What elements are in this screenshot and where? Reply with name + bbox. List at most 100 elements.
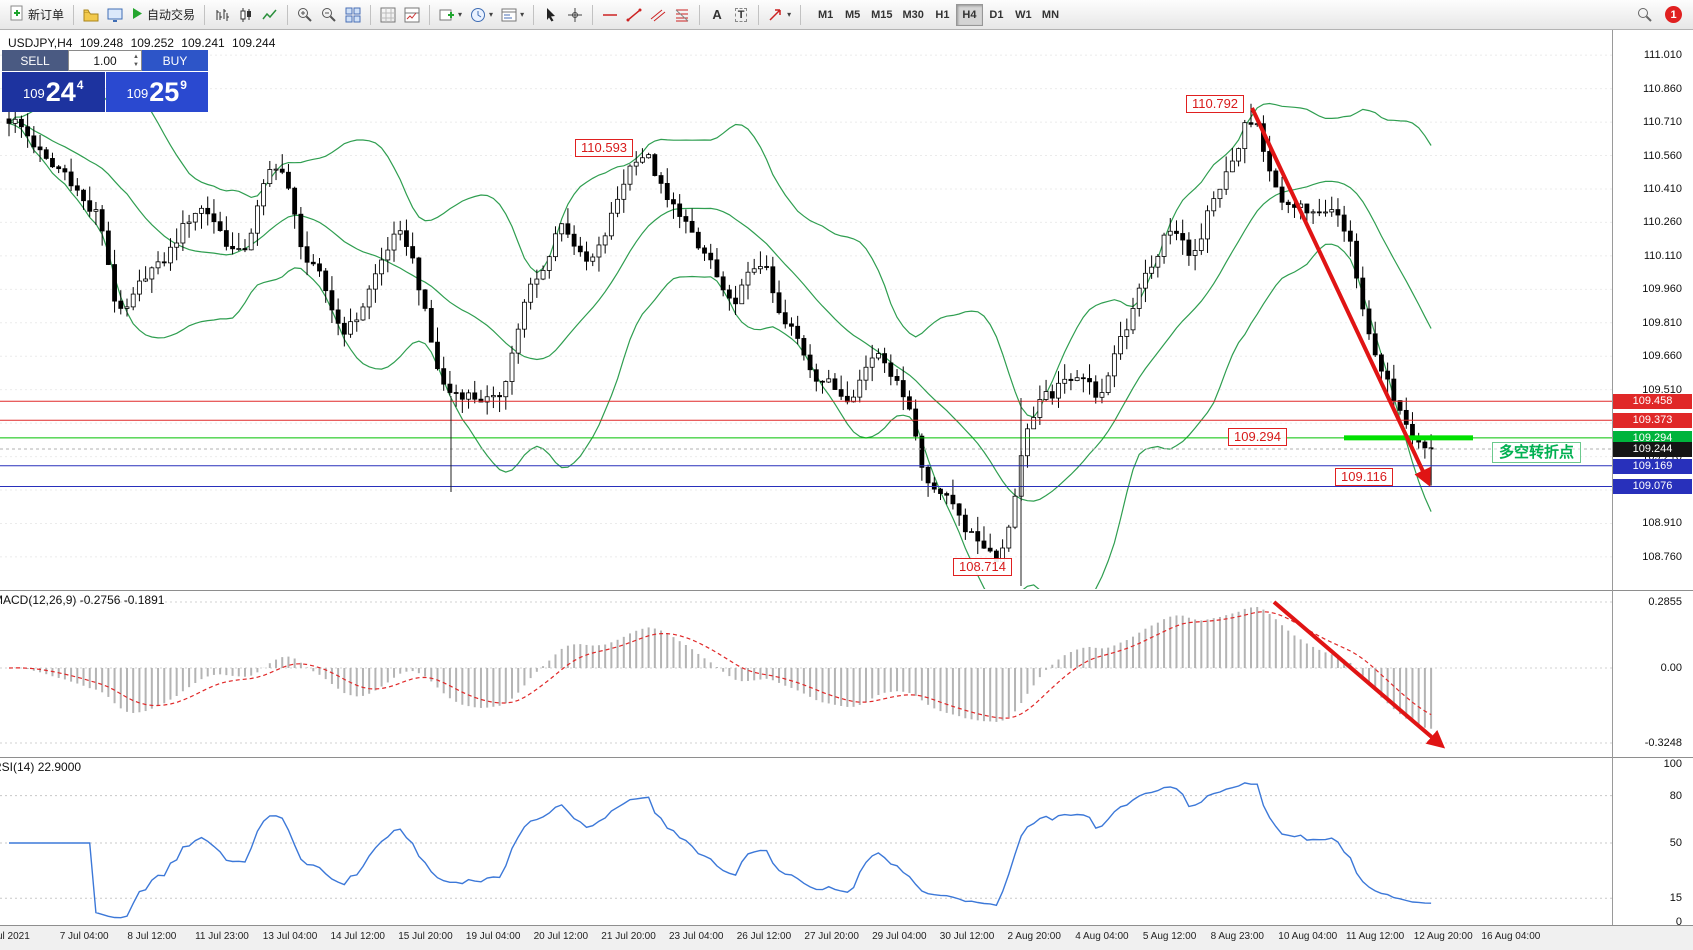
timeframe-H1[interactable]: H1 [935,8,950,21]
sell-button[interactable]: SELL [2,50,68,71]
fibonacci-tool-icon[interactable] [670,3,694,27]
autotrading-button[interactable]: 自动交易 [127,3,199,27]
stepper-up-icon: ▲ [133,54,139,60]
pane-separator-macd[interactable] [0,590,1693,591]
price-annotation-label[interactable]: 108.714 [953,558,1012,576]
crosshair-icon[interactable] [563,3,587,27]
new-order-button[interactable]: 新订单 [5,3,68,27]
time-axis-label: 7 Jul 04:00 [59,931,109,942]
horizontal-line-tool-icon[interactable] [598,3,622,27]
sell-price-button[interactable]: 109 24 4 [2,72,105,112]
text-tool-icon[interactable]: A [712,7,722,22]
volume-input[interactable]: 1.00 ▲ ▼ [68,50,142,71]
toolbar-right-group: 1 [1633,3,1688,27]
chevron-down-icon: ▾ [489,10,494,19]
timeframe-W1[interactable]: W1 [1015,8,1032,21]
add-indicator-dropdown[interactable]: ▾ [435,3,466,27]
zoom-out-icon[interactable] [317,3,341,27]
search-icon[interactable] [1633,3,1657,27]
grid-icon[interactable] [376,3,400,27]
timeframe-M15[interactable]: M15 [871,8,893,21]
channel-tool-icon[interactable] [646,3,670,27]
timeframe-M30[interactable]: M30 [902,8,924,21]
templates-dropdown[interactable]: ▾ [497,3,528,27]
time-axis-strip[interactable] [0,925,1693,950]
cursor-icon[interactable] [539,3,563,27]
time-axis-label: 8 Aug 23:00 [1210,931,1264,942]
macd-signal-line [8,611,1432,719]
trendline-tool-icon[interactable] [622,3,646,27]
timeframe-M1[interactable]: M1 [817,8,834,21]
turning-point-note[interactable]: 多空转折点 [1492,442,1582,463]
volume-stepper[interactable]: ▲ ▼ [133,53,139,69]
time-axis-label: 13 Jul 04:00 [262,931,318,942]
time-axis-label: 14 Jul 12:00 [330,931,386,942]
timeframe-M5[interactable]: M5 [844,8,861,21]
notification-badge[interactable]: 1 [1665,6,1682,23]
chevron-down-icon: ▾ [520,10,525,19]
time-axis-label: 29 Jul 04:00 [872,931,927,942]
tile-windows-icon[interactable] [341,3,365,27]
periods-dropdown[interactable]: ▾ [466,3,497,27]
price-annotation-label[interactable]: 109.116 [1335,468,1394,486]
text-label-tool-icon[interactable]: T [729,3,753,27]
pane-separator-rsi[interactable] [0,757,1693,758]
buy-price-point: 9 [180,78,187,92]
timeframe-H4[interactable]: H4 [955,3,983,26]
rsi-line [9,782,1432,919]
time-axis-label: 2 Aug 20:00 [1007,931,1061,942]
candlestick-chart-icon[interactable] [234,3,258,27]
macd-axis-label: 0.2855 [1648,596,1682,609]
price-annotation-label[interactable]: 110.593 [575,139,634,157]
buy-price-base: 109 [126,86,149,101]
volume-value: 1.00 [93,53,117,68]
sell-price-base: 109 [23,86,45,101]
market-watch-icon[interactable] [103,3,127,27]
rsi-pane-label: RSI(14) 22.9000 [0,760,82,774]
price-axis-label: 110.110 [1643,249,1682,262]
line-chart-icon[interactable] [258,3,282,27]
indicator-window-icon[interactable] [400,3,424,27]
price-axis-label: 109.810 [1642,316,1682,329]
price-axis-label: 109.660 [1642,350,1682,363]
timeframe-MN[interactable]: MN [1041,8,1060,21]
price-axis-label: 110.860 [1643,82,1682,95]
price-axis-label: 110.260 [1643,216,1682,229]
price-tag: 109.244 [1613,442,1692,457]
price-tag: 109.458 [1613,394,1692,410]
price-axis-label: 110.710 [1643,116,1682,129]
price-axis-label: 110.560 [1643,149,1682,162]
bar-chart-icon[interactable] [210,3,234,27]
rsi-axis-label: 80 [1669,789,1682,802]
rsi-axis-label: 15 [1669,892,1682,905]
price-annotation-label[interactable]: 110.792 [1186,95,1245,113]
toolbar-separator [800,4,802,25]
chevron-down-icon: ▾ [787,10,792,19]
price-axis-label: 110.410 [1643,182,1682,195]
folder-icon[interactable] [79,3,103,27]
bar-low: 109.241 [181,36,225,50]
toolbar-separator [699,4,701,25]
arrows-tool-dropdown[interactable]: ▾ [764,3,795,27]
price-annotation-label[interactable]: 109.294 [1228,428,1287,446]
price-tag: 109.076 [1613,479,1692,495]
trend-arrow[interactable] [1272,600,1446,749]
stepper-down-icon: ▼ [133,62,139,68]
price-axis-label: 109.960 [1642,283,1682,296]
chart-objects[interactable] [0,396,1612,586]
zoom-in-icon[interactable] [293,3,317,27]
trend-arrow[interactable] [1250,107,1431,487]
toolbar-separator [370,4,372,25]
price-tag: 109.373 [1613,413,1692,429]
candlesticks [6,103,1434,568]
time-axis-label: 23 Jul 04:00 [669,931,724,942]
new-order-label: 新订单 [28,8,65,22]
time-axis-label: 8 Jul 12:00 [127,931,177,942]
buy-button[interactable]: BUY [142,50,208,71]
timeframe-D1[interactable]: D1 [989,8,1004,21]
time-axis-label: 11 Aug 12:00 [1346,931,1405,942]
toolbar-separator [73,4,75,25]
buy-price-button[interactable]: 109 25 9 [105,72,208,112]
